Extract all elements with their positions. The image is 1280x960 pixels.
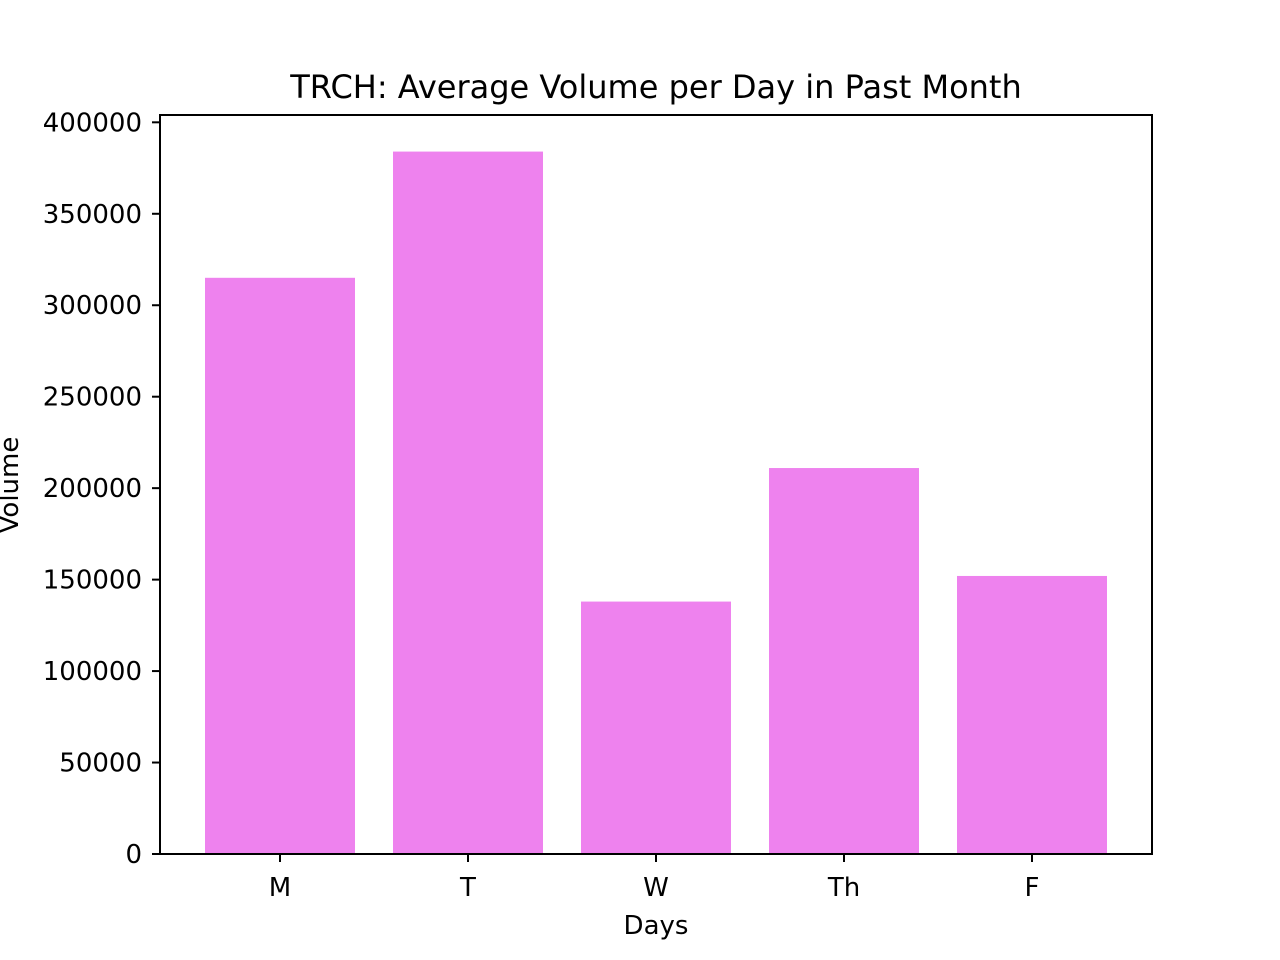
y-tick-label: 150000 xyxy=(43,566,142,596)
y-tick-label: 300000 xyxy=(43,291,142,321)
x-axis-label: Days xyxy=(624,911,689,941)
x-tick-label: T xyxy=(459,873,476,903)
bar-w xyxy=(581,601,731,854)
x-tick-label: Th xyxy=(827,873,860,903)
y-axis-label: Volume xyxy=(0,437,25,534)
y-tick-label: 50000 xyxy=(59,749,142,779)
bar-m xyxy=(205,277,355,854)
y-tick-label: 350000 xyxy=(43,200,142,230)
y-tick-label: 0 xyxy=(125,840,142,870)
bars xyxy=(205,151,1107,854)
y-tick-label: 100000 xyxy=(43,657,142,687)
y-tick-label: 200000 xyxy=(43,474,142,504)
y-tick-label: 400000 xyxy=(43,108,142,138)
x-axis-ticks: M T W Th F xyxy=(269,854,1040,903)
y-tick-label: 250000 xyxy=(43,383,142,413)
x-tick-label: W xyxy=(643,873,669,903)
x-tick-label: F xyxy=(1025,873,1040,903)
x-tick-label: M xyxy=(269,873,291,903)
plot-frame xyxy=(159,114,1153,855)
chart-title: TRCH: Average Volume per Day in Past Mon… xyxy=(289,68,1022,106)
bar-t xyxy=(393,151,543,854)
bar-th xyxy=(769,468,919,854)
y-axis-ticks: 0 50000 100000 150000 200000 250000 300000 3500… xyxy=(43,108,160,870)
bar-f xyxy=(957,575,1107,854)
